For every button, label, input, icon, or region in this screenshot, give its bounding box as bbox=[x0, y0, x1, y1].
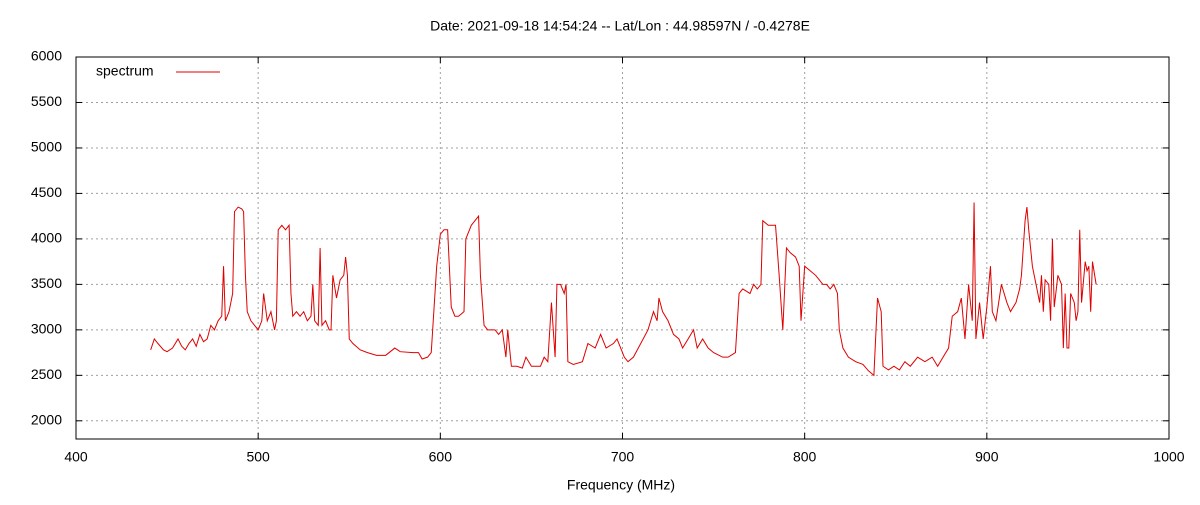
y-tick-label: 4500 bbox=[31, 184, 62, 200]
y-tick-label: 5000 bbox=[31, 139, 62, 155]
y-tick-label: 2000 bbox=[31, 412, 62, 428]
chart-title: Date: 2021-09-18 14:54:24 -- Lat/Lon : 4… bbox=[430, 18, 810, 34]
spectrum-line bbox=[150, 202, 1097, 377]
plot-frame bbox=[75, 56, 1170, 440]
y-tick-label: 2500 bbox=[31, 366, 62, 382]
y-tick-label: 5500 bbox=[31, 93, 62, 109]
x-tick-label: 400 bbox=[64, 449, 88, 465]
x-tick-label: 800 bbox=[793, 449, 817, 465]
x-tick-label: 500 bbox=[246, 449, 270, 465]
x-tick-label: 700 bbox=[611, 449, 635, 465]
y-tick-label: 3500 bbox=[31, 275, 62, 291]
x-tick-label: 600 bbox=[429, 449, 453, 465]
y-tick-label: 6000 bbox=[31, 48, 62, 64]
x-axis-label: Frequency (MHz) bbox=[567, 477, 675, 493]
y-tick-label: 4000 bbox=[31, 230, 62, 246]
legend-label: spectrum bbox=[96, 63, 154, 79]
x-tick-label: 1000 bbox=[1153, 449, 1184, 465]
x-tick-label: 900 bbox=[975, 449, 999, 465]
y-tick-label: 3000 bbox=[31, 321, 62, 337]
